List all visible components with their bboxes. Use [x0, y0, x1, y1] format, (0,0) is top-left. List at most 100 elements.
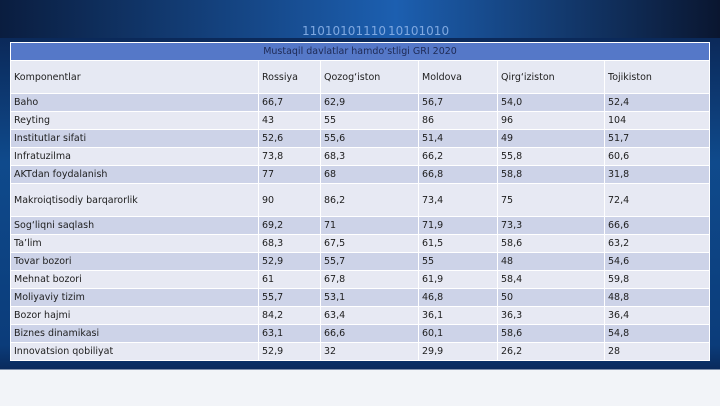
value-cell: 68,3 — [258, 234, 321, 253]
table-row: Moliyaviy tizim 55,7 53,1 46,8 50 48,8 — [10, 288, 711, 307]
value-cell: 55,8 — [497, 147, 605, 166]
value-cell: 43 — [258, 111, 321, 130]
row-label: AKTdan foydalanish — [10, 165, 259, 184]
value-cell: 66,6 — [603, 216, 711, 235]
table-row: Institutlar sifati 52,6 55,6 51,4 49 51,7 — [10, 129, 711, 148]
value-cell: 58,6 — [497, 324, 605, 343]
value-cell: 52,9 — [258, 252, 321, 271]
value-cell: 66,7 — [258, 93, 321, 112]
value-cell: 68 — [320, 165, 419, 184]
value-cell: 66,6 — [320, 324, 419, 343]
value-cell: 55,7 — [258, 288, 321, 307]
table: Mustaqil davlatlar hamdo‘stligi GRI 2020… — [9, 42, 711, 361]
value-cell: 36,4 — [603, 306, 711, 325]
value-cell: 71 — [320, 216, 419, 235]
value-cell: 66,8 — [418, 165, 498, 184]
row-label: Sog‘liqni saqlash — [10, 216, 259, 235]
value-cell: 49 — [497, 129, 605, 148]
value-cell: 29,9 — [418, 342, 498, 361]
table-row: Bozor hajmi 84,2 63,4 36,1 36,3 36,4 — [10, 306, 711, 325]
value-cell: 52,9 — [258, 342, 321, 361]
value-cell: 51,7 — [603, 129, 711, 148]
table-row: AKTdan foydalanish 77 68 66,8 58,8 31,8 — [10, 165, 711, 184]
value-cell: 58,4 — [497, 270, 605, 289]
background-text: 11010101110 — [302, 24, 386, 38]
value-cell: 50 — [497, 288, 605, 307]
value-cell: 86 — [418, 111, 498, 130]
value-cell: 53,1 — [320, 288, 419, 307]
table-row: Reyting 43 55 86 96 104 — [10, 111, 711, 130]
table-row: Biznes dinamikasi 63,1 66,6 60,1 58,6 54,8 — [10, 324, 711, 343]
value-cell: 84,2 — [258, 306, 321, 325]
value-cell: 63,2 — [603, 234, 711, 253]
title-row: Mustaqil davlatlar hamdo‘stligi GRI 2020 — [9, 42, 711, 61]
row-label: Tovar bozori — [10, 252, 259, 271]
value-cell: 67,8 — [320, 270, 419, 289]
value-cell: 75 — [497, 183, 605, 217]
value-cell: 54,0 — [497, 93, 605, 112]
value-cell: 69,2 — [258, 216, 321, 235]
value-cell: 60,1 — [418, 324, 498, 343]
value-cell: 62,9 — [320, 93, 419, 112]
value-cell: 55 — [418, 252, 498, 271]
value-cell: 61,9 — [418, 270, 498, 289]
table-row: Ta’lim 68,3 67,5 61,5 58,6 63,2 — [10, 234, 711, 253]
value-cell: 59,8 — [603, 270, 711, 289]
value-cell: 28 — [603, 342, 711, 361]
value-cell: 48,8 — [603, 288, 711, 307]
header-row: Komponentlar Rossiya Qozog‘iston Moldova Qir… — [10, 60, 711, 94]
row-label: Baho — [10, 93, 259, 112]
value-cell: 46,8 — [418, 288, 498, 307]
value-cell: 56,7 — [418, 93, 498, 112]
value-cell: 104 — [603, 111, 711, 130]
row-label: Infratuzilma — [10, 147, 259, 166]
value-cell: 63,1 — [258, 324, 321, 343]
table-row: Mehnat bozori 61 67,8 61,9 58,4 59,8 — [10, 270, 711, 289]
value-cell: 68,3 — [320, 147, 419, 166]
value-cell: 71,9 — [418, 216, 498, 235]
value-cell: 36,1 — [418, 306, 498, 325]
value-cell: 73,4 — [418, 183, 498, 217]
row-label: Biznes dinamikasi — [10, 324, 259, 343]
value-cell: 63,4 — [320, 306, 419, 325]
value-cell: 31,8 — [603, 165, 711, 184]
row-label: Ta’lim — [10, 234, 259, 253]
value-cell: 73,8 — [258, 147, 321, 166]
background-text: 10101010 — [388, 24, 450, 38]
table-row: Innovatsion qobiliyat 52,9 32 29,9 26,2 28 — [10, 342, 711, 361]
row-label: Makroiqtisodiy barqarorlik — [10, 183, 259, 217]
value-cell: 55 — [320, 111, 419, 130]
value-cell: 86,2 — [320, 183, 419, 217]
value-cell: 58,8 — [497, 165, 605, 184]
row-label: Mehnat bozori — [10, 270, 259, 289]
value-cell: 90 — [258, 183, 321, 217]
value-cell: 32 — [320, 342, 419, 361]
header-cell: Komponentlar — [10, 60, 259, 94]
value-cell: 77 — [258, 165, 321, 184]
row-label: Institutlar sifati — [10, 129, 259, 148]
table-title: Mustaqil davlatlar hamdo‘stligi GRI 2020 — [9, 42, 711, 61]
value-cell: 73,3 — [497, 216, 605, 235]
table-row: Baho 66,7 62,9 56,7 54,0 52,4 — [10, 93, 711, 112]
value-cell: 54,6 — [603, 252, 711, 271]
value-cell: 67,5 — [320, 234, 419, 253]
value-cell: 96 — [497, 111, 605, 130]
header-cell: Moldova — [418, 60, 498, 94]
header-cell: Tojikiston — [603, 60, 711, 94]
row-label: Innovatsion qobiliyat — [10, 342, 259, 361]
value-cell: 61,5 — [418, 234, 498, 253]
header-cell: Qozog‘iston — [320, 60, 419, 94]
value-cell: 26,2 — [497, 342, 605, 361]
value-cell: 54,8 — [603, 324, 711, 343]
table-row: Infratuzilma 73,8 68,3 66,2 55,8 60,6 — [10, 147, 711, 166]
value-cell: 52,6 — [258, 129, 321, 148]
header-cell: Rossiya — [258, 60, 321, 94]
value-cell: 55,7 — [320, 252, 419, 271]
value-cell: 52,4 — [603, 93, 711, 112]
row-label: Moliyaviy tizim — [10, 288, 259, 307]
row-label: Reyting — [10, 111, 259, 130]
value-cell: 72,4 — [603, 183, 711, 217]
value-cell: 51,4 — [418, 129, 498, 148]
top-bar — [0, 0, 720, 38]
value-cell: 66,2 — [418, 147, 498, 166]
